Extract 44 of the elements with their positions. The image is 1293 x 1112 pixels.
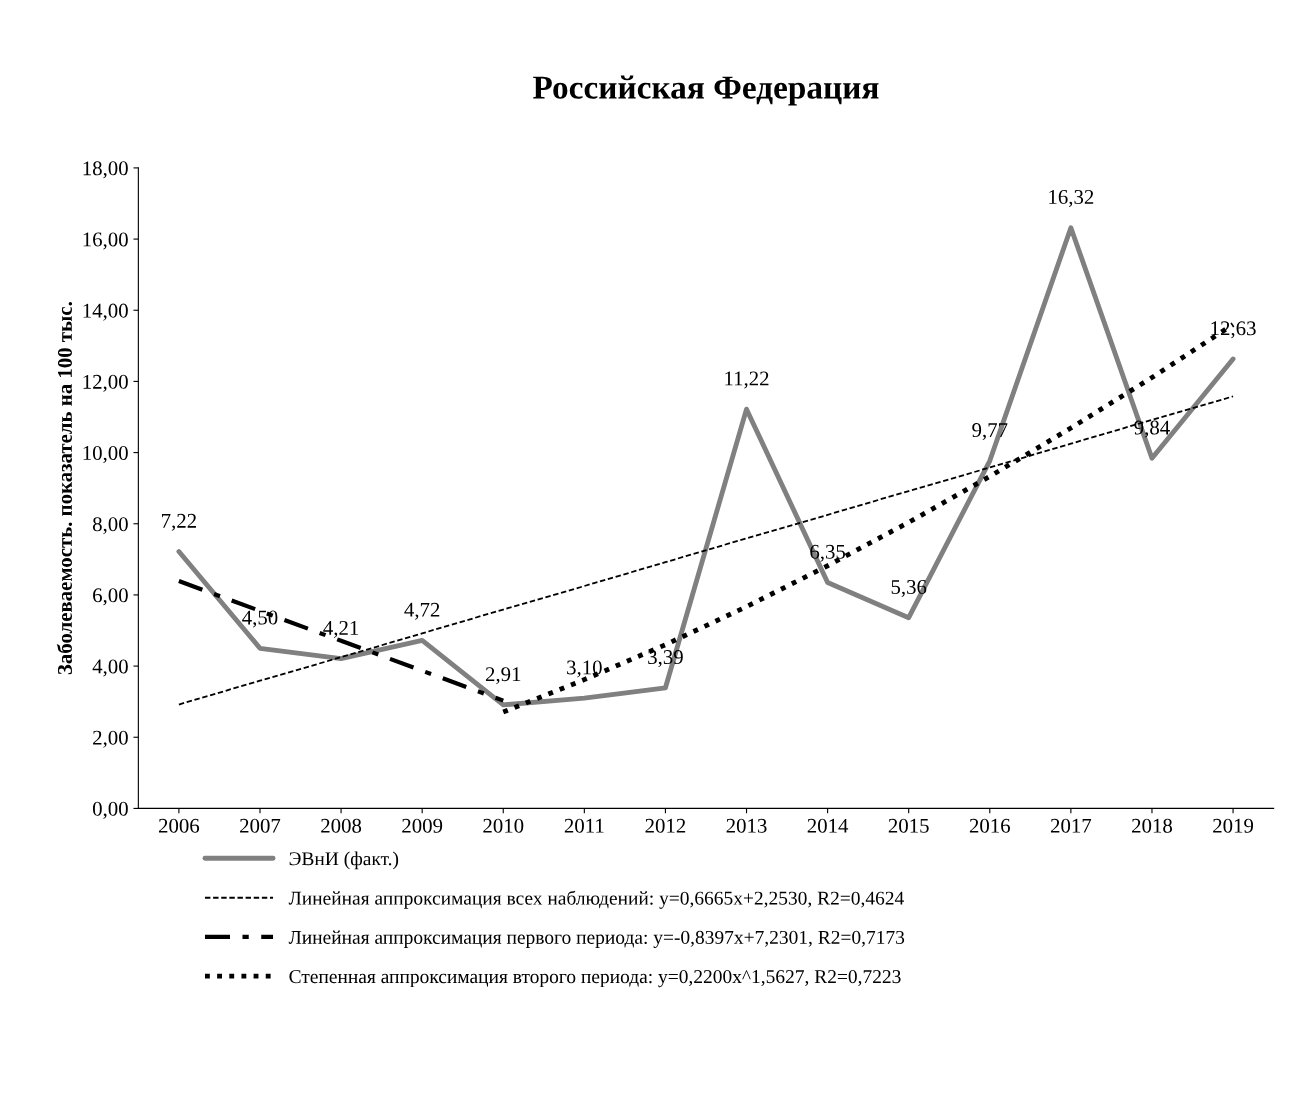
x-tick-label: 2018 [1132, 818, 1173, 833]
data-label: 9,84 [1134, 420, 1170, 438]
y-tick-label: 0,00 [92, 801, 128, 819]
data-label: 9,77 [972, 423, 1008, 441]
x-tick-label: 2016 [969, 818, 1010, 833]
data-label: 16,32 [1049, 190, 1094, 208]
x-tick-label: 2006 [158, 818, 200, 833]
legend-label: ЭВнИ (факт.) [289, 851, 399, 870]
legend-label: Линейная аппроксимация всех наблюдений: y=0,6665x+2,2530, R2=0,4624 [288, 890, 904, 909]
data-label: 6,35 [810, 544, 846, 562]
y-tick-label: 14,00 [83, 303, 128, 321]
x-tick-label: 2017 [1050, 818, 1092, 833]
x-tick-label: 2011 [564, 818, 604, 833]
data-label: 3,10 [567, 660, 602, 678]
data-label: 2,91 [485, 667, 521, 685]
x-tick-label: 2012 [645, 818, 686, 833]
y-tick-label: 16,00 [83, 232, 128, 250]
chart-title: Российская Федерация [533, 75, 879, 106]
data-label: 3,39 [648, 650, 683, 668]
y-axis-title: Заболеваемость. показатель на 100 тыс. [56, 302, 73, 675]
x-tick-label: 2010 [483, 818, 524, 833]
data-label: 4,72 [404, 602, 440, 620]
legend-label: Линейная аппроксимация первого периода: y=-0,8397x+7,2301, R2=0,7173 [288, 930, 905, 948]
x-tick-label: 2008 [321, 818, 362, 833]
y-tick-label: 12,00 [83, 374, 128, 392]
x-tick-label: 2013 [726, 818, 767, 833]
y-tick-label: 2,00 [93, 730, 128, 748]
y-tick-label: 4,00 [92, 659, 128, 677]
data-label: 7,22 [162, 513, 196, 531]
x-tick-label: 2009 [402, 818, 443, 833]
data-label: 11,22 [725, 371, 769, 389]
legend-label: Степенная аппроксимация второго периода: y=0,2200x^1,5627, R2=0,7223 [289, 970, 901, 988]
data-label: 4,21 [323, 620, 359, 638]
x-tick-label: 2007 [240, 818, 281, 833]
x-tick-label: 2015 [888, 818, 929, 833]
x-tick-label: 2019 [1213, 818, 1254, 833]
y-tick-label: 8,00 [92, 517, 128, 535]
y-tick-label: 6,00 [93, 588, 128, 606]
y-tick-label: 10,00 [83, 445, 128, 464]
data-label: 4,50 [242, 610, 278, 628]
data-label: 5,36 [891, 580, 927, 598]
y-tick-label: 18,00 [83, 161, 128, 179]
x-tick-label: 2014 [807, 818, 849, 833]
data-label: 12,63 [1211, 321, 1256, 339]
